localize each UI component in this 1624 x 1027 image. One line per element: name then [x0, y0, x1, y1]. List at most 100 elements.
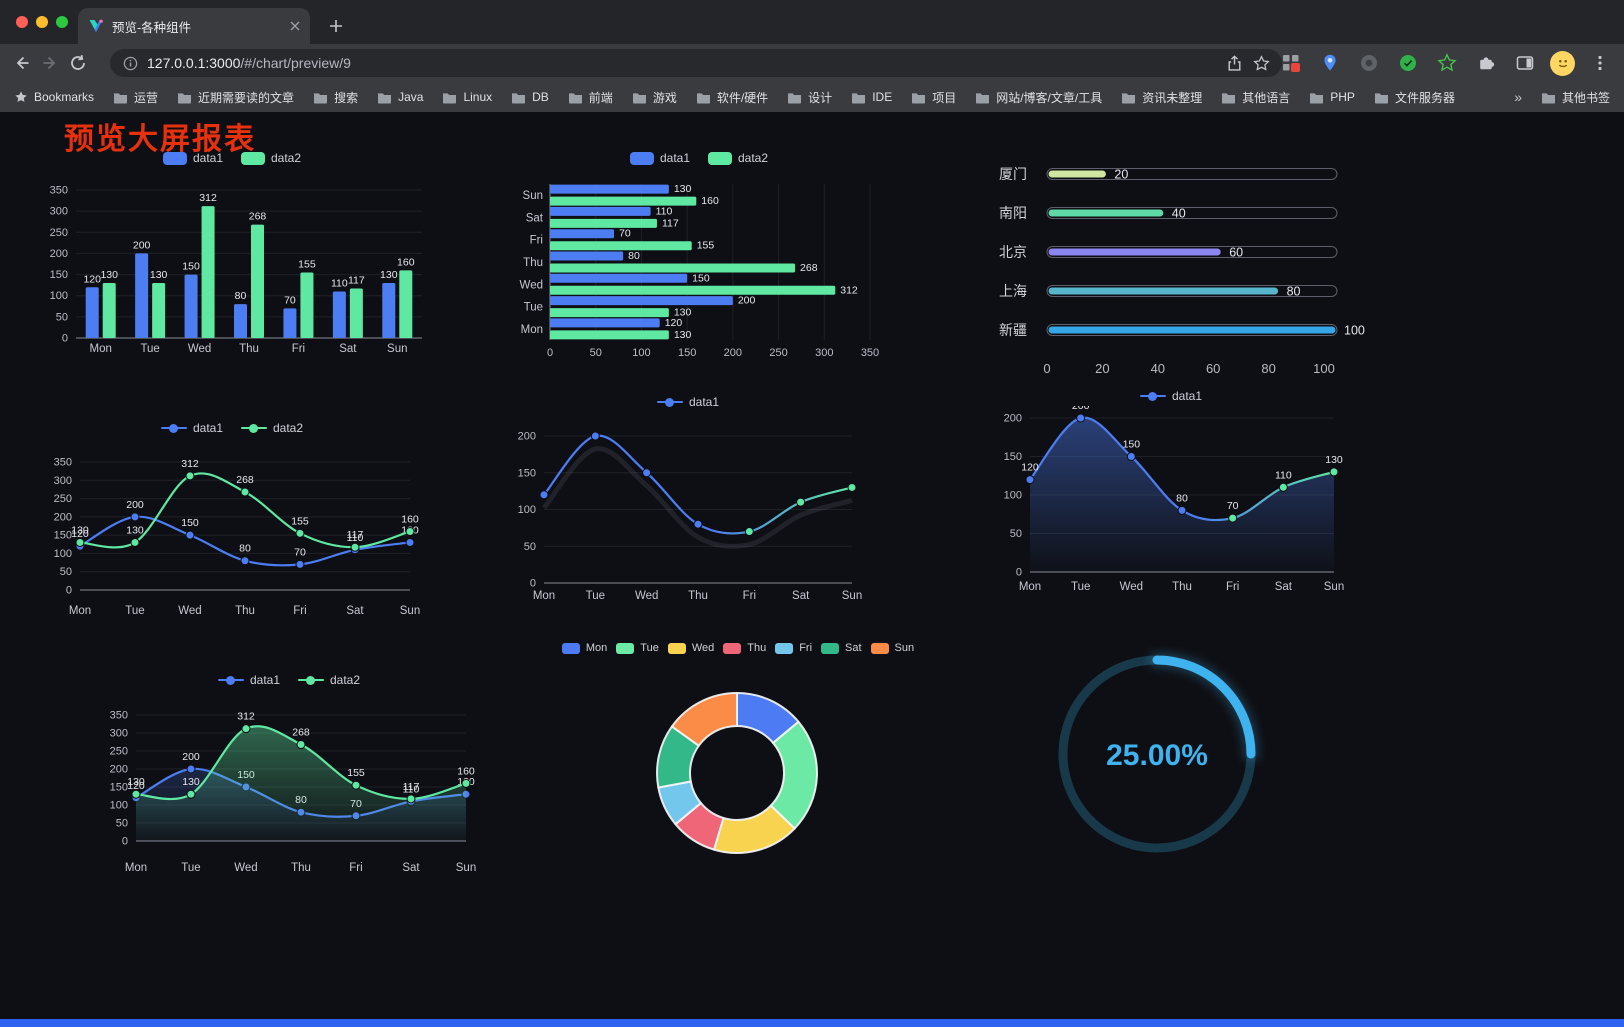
page-content: 预览大屏报表: [0, 112, 1624, 1027]
legend-item-data2[interactable]: data2: [708, 151, 768, 165]
grid-extension-icon[interactable]: [1277, 49, 1305, 77]
svg-text:50: 50: [56, 311, 68, 323]
legend-item-data1[interactable]: data1: [162, 151, 223, 165]
bookmark-folder[interactable]: 设计: [787, 89, 832, 106]
legend-item-data2[interactable]: data2: [241, 151, 301, 165]
legend-item-data1[interactable]: data1: [629, 151, 690, 165]
bookmark-folder[interactable]: Linux: [442, 89, 492, 106]
svg-text:110: 110: [403, 783, 420, 795]
legend-item-Sat[interactable]: Sat: [821, 642, 862, 654]
svg-text:150: 150: [181, 517, 199, 529]
svg-text:155: 155: [347, 767, 365, 779]
other-bookmarks-folder[interactable]: 其他书签: [1541, 89, 1610, 106]
bookmark-folder[interactable]: Java: [377, 89, 423, 106]
bookmark-folder[interactable]: 游戏: [632, 89, 677, 106]
svg-text:155: 155: [291, 515, 309, 527]
svg-text:200: 200: [54, 511, 72, 523]
svg-text:268: 268: [292, 727, 310, 739]
svg-text:200: 200: [1072, 406, 1090, 412]
bookmark-folder[interactable]: 资讯未整理: [1121, 89, 1202, 106]
svg-text:0: 0: [1043, 361, 1050, 376]
green-circle-extension-icon[interactable]: [1394, 49, 1422, 77]
svg-text:155: 155: [298, 258, 316, 270]
minimize-window-button[interactable]: [36, 16, 48, 28]
svg-text:上海: 上海: [999, 283, 1027, 299]
svg-text:Mon: Mon: [125, 862, 147, 874]
chart-legend: data1 data2: [36, 418, 428, 438]
svg-text:150: 150: [182, 261, 200, 273]
bookmark-folder[interactable]: 其他语言: [1221, 89, 1290, 106]
legend-item-data1[interactable]: data1: [1139, 389, 1202, 403]
reload-button[interactable]: [64, 49, 92, 77]
legend-marker-icon: [656, 396, 683, 408]
bookmark-folder[interactable]: 运营: [113, 89, 158, 106]
browser-menu-icon[interactable]: [1586, 49, 1614, 77]
close-window-button[interactable]: [16, 16, 28, 28]
pin-extension-icon[interactable]: [1316, 49, 1344, 77]
address-bar[interactable]: 127.0.0.1:3000/#/chart/preview/9: [110, 49, 1282, 77]
legend-item-data1[interactable]: data1: [656, 395, 719, 409]
legend-marker-icon: [616, 642, 635, 654]
legend-item-Thu[interactable]: Thu: [723, 642, 766, 654]
svg-text:80: 80: [1176, 492, 1188, 504]
legend-item-Sun[interactable]: Sun: [870, 642, 914, 654]
gray-circle-extension-icon[interactable]: [1355, 49, 1383, 77]
bookmarks-manager-button[interactable]: Bookmarks: [14, 90, 94, 104]
bookmark-folder[interactable]: 近期需要读的文章: [177, 89, 294, 106]
svg-text:Sat: Sat: [402, 862, 420, 874]
back-button[interactable]: [8, 49, 36, 77]
browser-tab[interactable]: 预览-各种组件: [78, 8, 310, 44]
legend-item-Wed[interactable]: Wed: [667, 642, 714, 654]
tab-close-icon[interactable]: [290, 21, 300, 31]
legend-item-data1[interactable]: data1: [160, 421, 223, 435]
svg-text:80: 80: [1287, 285, 1301, 299]
legend-item-data1[interactable]: data1: [217, 673, 280, 687]
svg-text:Wed: Wed: [178, 605, 201, 617]
bookmarks-overflow-chevron[interactable]: »: [1514, 89, 1522, 105]
legend-item-Mon[interactable]: Mon: [561, 642, 607, 654]
svg-text:Fri: Fri: [292, 343, 305, 355]
profile-avatar[interactable]: [1550, 50, 1575, 76]
site-info-icon[interactable]: [122, 55, 139, 72]
legend-item-Fri[interactable]: Fri: [775, 642, 812, 654]
bookmark-folder[interactable]: 搜索: [313, 89, 358, 106]
svg-text:150: 150: [50, 269, 68, 281]
share-icon[interactable]: [1226, 54, 1243, 72]
side-panel-icon[interactable]: [1511, 49, 1539, 77]
bookmark-folder[interactable]: 项目: [911, 89, 956, 106]
legend-item-Tue[interactable]: Tue: [616, 642, 659, 654]
bookmark-folder[interactable]: PHP: [1309, 89, 1355, 106]
svg-text:南阳: 南阳: [999, 205, 1027, 221]
svg-text:300: 300: [50, 206, 68, 218]
svg-text:130: 130: [150, 269, 168, 281]
legend-marker-icon: [561, 642, 580, 654]
puzzle-extensions-icon[interactable]: [1472, 49, 1500, 77]
bookmark-folder[interactable]: 前端: [568, 89, 613, 106]
svg-text:150: 150: [54, 530, 72, 542]
svg-text:130: 130: [127, 776, 145, 788]
bookmark-star-icon[interactable]: [1253, 54, 1270, 72]
svg-text:Wed: Wed: [635, 590, 658, 602]
chart-doughnut: Mon Tue Wed Thu Fri Sat Sun: [538, 638, 938, 880]
fullscreen-window-button[interactable]: [56, 16, 68, 28]
svg-text:Mon: Mon: [69, 605, 91, 617]
new-tab-button[interactable]: [322, 12, 350, 40]
svg-text:130: 130: [674, 329, 692, 341]
svg-text:200: 200: [126, 499, 144, 511]
bookmark-folder[interactable]: DB: [511, 89, 549, 106]
bookmark-folder[interactable]: 网站/博客/文章/工具: [975, 89, 1102, 106]
legend-item-data2[interactable]: data2: [241, 421, 303, 435]
legend-item-data2[interactable]: data2: [298, 673, 360, 687]
svg-text:130: 130: [380, 269, 398, 281]
svg-text:Mon: Mon: [90, 343, 112, 355]
bookmark-folder[interactable]: IDE: [851, 89, 892, 106]
svg-text:150: 150: [518, 467, 536, 479]
svg-text:130: 130: [674, 183, 692, 195]
bookmark-folder[interactable]: 软件/硬件: [696, 89, 768, 106]
forward-button[interactable]: [36, 49, 64, 77]
green-star-extension-icon[interactable]: [1433, 49, 1461, 77]
svg-text:100: 100: [1004, 490, 1022, 502]
svg-text:50: 50: [116, 818, 128, 830]
bookmark-folder[interactable]: 文件服务器: [1374, 89, 1455, 106]
svg-text:60: 60: [1229, 246, 1243, 260]
